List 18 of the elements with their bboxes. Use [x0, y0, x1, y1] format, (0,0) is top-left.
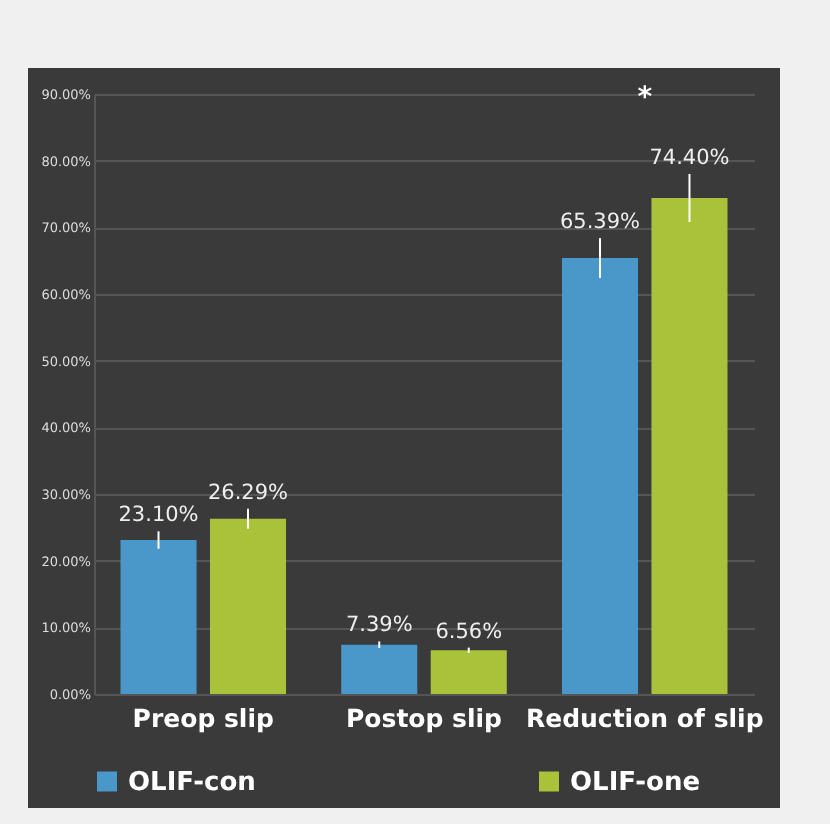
legend-label: OLIF-con	[128, 767, 256, 798]
data-label: 26.29%	[207, 480, 289, 505]
data-label: 74.40%	[649, 146, 730, 170]
x-tick-label: Reduction of slip	[525, 703, 764, 733]
bar	[561, 258, 639, 694]
x-tick-label: Preop slip	[132, 703, 275, 733]
data-label: 65.39%	[559, 210, 641, 235]
annotation: *	[637, 82, 654, 114]
data-label: 23.10%	[118, 503, 199, 528]
bar	[120, 540, 197, 694]
legend-label: OLIF-one	[570, 767, 701, 798]
data-label: 7.39%	[345, 613, 413, 638]
x-tick-label: Postop slip	[345, 703, 503, 733]
data-label: 6.56%	[435, 619, 503, 644]
bar	[341, 644, 418, 694]
bar	[651, 198, 728, 694]
bar	[430, 650, 507, 694]
bar	[209, 518, 287, 694]
